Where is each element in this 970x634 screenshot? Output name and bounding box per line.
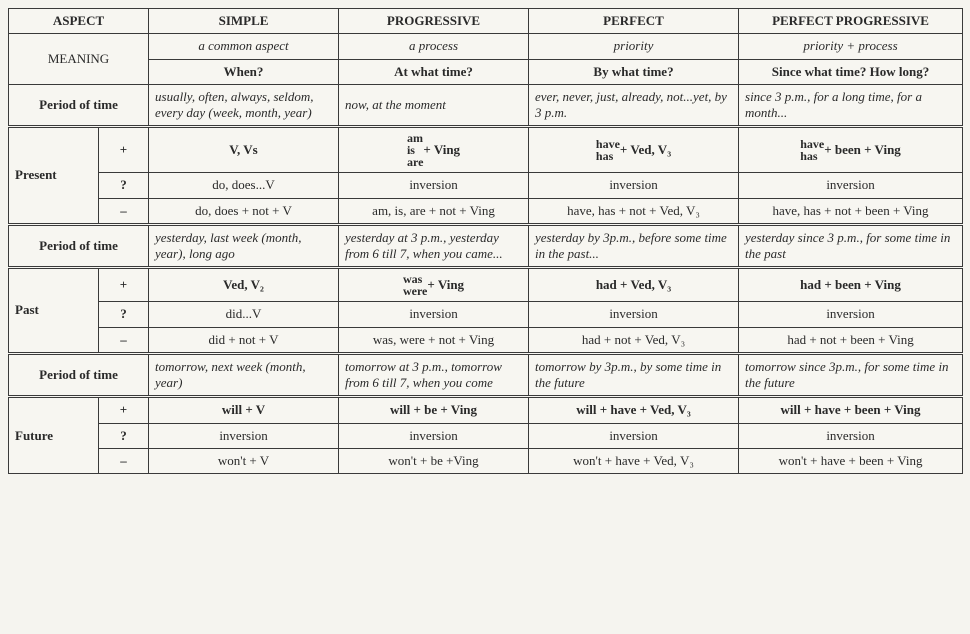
past-q-row: ? did...V inversion inversion inversion <box>9 302 963 327</box>
present-q-sign: ? <box>99 173 149 198</box>
period-past-pp: yesterday since 3 p.m., for some time in… <box>739 224 963 268</box>
present-q-prog: inversion <box>339 173 529 198</box>
future-neg-sign: – <box>99 448 149 473</box>
meaning-perf-1: priority <box>529 34 739 59</box>
past-plus-simple: Ved, V₂ <box>149 268 339 302</box>
past-neg-sign: – <box>99 327 149 353</box>
present-q-simple: do, does...V <box>149 173 339 198</box>
present-neg-perf: have, has + not + Ved, V₃ <box>529 198 739 224</box>
present-plus-perf-stack: have has <box>596 138 620 162</box>
future-q-pp: inversion <box>739 423 963 448</box>
period-future-label: Period of time <box>9 353 149 397</box>
past-q-sign: ? <box>99 302 149 327</box>
period-past-prog: yesterday at 3 p.m., yesterday from 6 ti… <box>339 224 529 268</box>
meaning-perf-2: By what time? <box>529 59 739 84</box>
future-label: Future <box>9 397 99 474</box>
present-neg-sign: – <box>99 198 149 224</box>
period-future-row: Period of time tomorrow, next week (mont… <box>9 353 963 397</box>
hdr-progressive: PROGRESSIVE <box>339 9 529 34</box>
period-present-prog: now, at the moment <box>339 84 529 127</box>
meaning-row1: MEANING a common aspect a process priori… <box>9 34 963 59</box>
past-q-pp: inversion <box>739 302 963 327</box>
period-present-pp: since 3 p.m., for a long time, for a mon… <box>739 84 963 127</box>
future-q-prog: inversion <box>339 423 529 448</box>
future-q-simple: inversion <box>149 423 339 448</box>
present-neg-pp: have, has + not + been + Ving <box>739 198 963 224</box>
period-present-row: Period of time usually, often, always, s… <box>9 84 963 127</box>
future-plus-perf: will + have + Ved, V₃ <box>529 397 739 423</box>
meaning-prog-1: a process <box>339 34 529 59</box>
future-neg-simple: won't + V <box>149 448 339 473</box>
period-past-row: Period of time yesterday, last week (mon… <box>9 224 963 268</box>
future-q-row: ? inversion inversion inversion inversio… <box>9 423 963 448</box>
hdr-perfprog: PERFECT PROGRESSIVE <box>739 9 963 34</box>
present-q-perf: inversion <box>529 173 739 198</box>
future-q-perf: inversion <box>529 423 739 448</box>
present-neg-row: – do, does + not + V am, is, are + not +… <box>9 198 963 224</box>
period-future-pp: tomorrow since 3p.m., for some time in t… <box>739 353 963 397</box>
future-plus-row: Future + will + V will + be + Ving will … <box>9 397 963 423</box>
past-neg-prog: was, were + not + Ving <box>339 327 529 353</box>
meaning-pp-1: priority + process <box>739 34 963 59</box>
present-plus-pp: have has + been + Ving <box>739 127 963 173</box>
past-neg-pp: had + not + been + Ving <box>739 327 963 353</box>
present-plus-simple: V, Vs <box>149 127 339 173</box>
past-neg-simple: did + not + V <box>149 327 339 353</box>
hdr-simple: SIMPLE <box>149 9 339 34</box>
present-plus-pp-stack: have has <box>800 138 824 162</box>
future-plus-simple: will + V <box>149 397 339 423</box>
period-future-perf: tomorrow by 3p.m., by some time in the f… <box>529 353 739 397</box>
future-neg-row: – won't + V won't + be +Ving won't + hav… <box>9 448 963 473</box>
past-q-simple: did...V <box>149 302 339 327</box>
past-plus-sign: + <box>99 268 149 302</box>
future-neg-pp: won't + have + been + Ving <box>739 448 963 473</box>
present-plus-row: Present + V, Vs am is are + Ving have ha… <box>9 127 963 173</box>
present-plus-sign: + <box>99 127 149 173</box>
meaning-label: MEANING <box>9 34 149 85</box>
present-q-pp: inversion <box>739 173 963 198</box>
past-plus-perf: had + Ved, V₃ <box>529 268 739 302</box>
past-plus-row: Past + Ved, V₂ was were + Ving had + Ved… <box>9 268 963 302</box>
past-label: Past <box>9 268 99 354</box>
present-plus-prog: am is are + Ving <box>339 127 529 173</box>
past-plus-pp: had + been + Ving <box>739 268 963 302</box>
meaning-simple-1: a common aspect <box>149 34 339 59</box>
period-present-simple: usually, often, always, seldom, every da… <box>149 84 339 127</box>
period-present-label: Period of time <box>9 84 149 127</box>
verb-aspect-table: ASPECT SIMPLE PROGRESSIVE PERFECT PERFEC… <box>8 8 963 474</box>
past-plus-prog: was were + Ving <box>339 268 529 302</box>
present-plus-perf: have has + Ved, V₃ <box>529 127 739 173</box>
period-past-label: Period of time <box>9 224 149 268</box>
present-neg-simple: do, does + not + V <box>149 198 339 224</box>
present-q-row: ? do, does...V inversion inversion inver… <box>9 173 963 198</box>
meaning-row2: When? At what time? By what time? Since … <box>9 59 963 84</box>
hdr-perfect: PERFECT <box>529 9 739 34</box>
period-past-perf: yesterday by 3p.m., before some time in … <box>529 224 739 268</box>
period-future-simple: tomorrow, next week (month, year) <box>149 353 339 397</box>
period-future-prog: tomorrow at 3 p.m., tomorrow from 6 till… <box>339 353 529 397</box>
header-row: ASPECT SIMPLE PROGRESSIVE PERFECT PERFEC… <box>9 9 963 34</box>
present-neg-prog: am, is, are + not + Ving <box>339 198 529 224</box>
hdr-aspect: ASPECT <box>9 9 149 34</box>
meaning-simple-2: When? <box>149 59 339 84</box>
period-present-perf: ever, never, just, already, not...yet, b… <box>529 84 739 127</box>
future-neg-perf: won't + have + Ved, V₃ <box>529 448 739 473</box>
meaning-prog-2: At what time? <box>339 59 529 84</box>
future-plus-prog: will + be + Ving <box>339 397 529 423</box>
future-q-sign: ? <box>99 423 149 448</box>
past-q-perf: inversion <box>529 302 739 327</box>
period-past-simple: yesterday, last week (month, year), long… <box>149 224 339 268</box>
past-q-prog: inversion <box>339 302 529 327</box>
past-plus-prog-stack: was were <box>403 273 427 297</box>
present-label: Present <box>9 127 99 225</box>
future-neg-prog: won't + be +Ving <box>339 448 529 473</box>
meaning-pp-2: Since what time? How long? <box>739 59 963 84</box>
present-plus-prog-stack: am is are <box>407 132 423 168</box>
past-neg-perf: had + not + Ved, V₃ <box>529 327 739 353</box>
future-plus-sign: + <box>99 397 149 423</box>
past-neg-row: – did + not + V was, were + not + Ving h… <box>9 327 963 353</box>
future-plus-pp: will + have + been + Ving <box>739 397 963 423</box>
